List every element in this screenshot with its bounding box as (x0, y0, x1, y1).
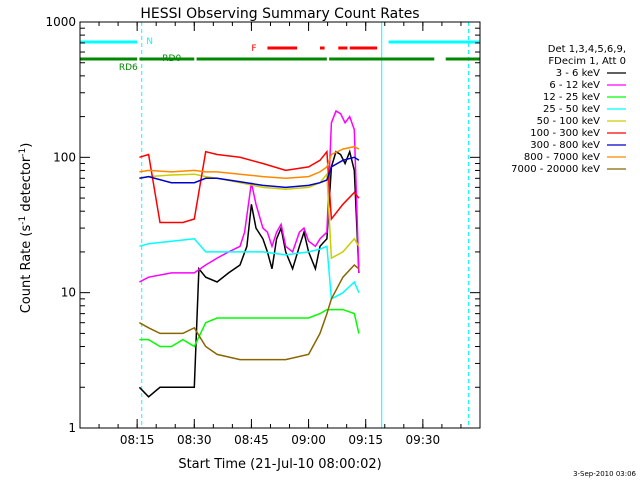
flag-label-rd0: RD0 (162, 54, 181, 64)
legend-label-7: 800 - 7000 keV (524, 152, 600, 163)
x-tick-label-4: 09:15 (348, 433, 383, 447)
x-axis-label: Start Time (21-Jul-10 08:00:02) (178, 457, 381, 472)
footer-date: 3-Sep-2010 03:06 (573, 470, 636, 478)
flag-label-rd6: RD6 (119, 63, 138, 73)
y-tick-label-2: 100 (53, 150, 76, 164)
legend-header-0: Det 1,3,4,5,6,9, (548, 44, 626, 55)
chart-title: HESSI Observing Summary Count Rates (140, 6, 419, 22)
legend-label-2: 12 - 25 keV (543, 92, 600, 103)
y-tick-label-3: 1000 (45, 15, 76, 29)
x-tick-label-2: 08:45 (234, 433, 269, 447)
series-line-4 (139, 172, 360, 260)
legend-label-8: 7000 - 20000 keV (511, 164, 600, 175)
x-tick-label-0: 08:15 (120, 433, 155, 447)
y-axis-label-end: ) (19, 143, 34, 148)
series-line-1 (139, 109, 360, 283)
legend-label-6: 300 - 800 keV (530, 140, 600, 151)
flag-label-n: N (146, 37, 153, 47)
legend-label-1: 6 - 12 keV (549, 80, 600, 91)
legend-label-0: 3 - 6 keV (556, 68, 600, 79)
flag-label-f: F (251, 44, 256, 54)
y-axis-label-main: Count Rate (s (19, 225, 34, 314)
plot-frame (79, 21, 481, 429)
y-axis-label-sup2: -1 (18, 148, 28, 157)
legend-label-3: 25 - 50 keV (543, 104, 600, 115)
series-line-3 (139, 238, 360, 301)
series-line-8 (139, 263, 360, 361)
axes: 1 10 100 1000 08:15 08:30 08:45 09:00 09:15 09:30 (45, 15, 481, 447)
legend: Det 1,3,4,5,6,9,FDecim 1, Att 03 - 6 keV… (511, 44, 626, 175)
legend-header-1: FDecim 1, Att 0 (548, 56, 626, 67)
series-line-6 (139, 156, 360, 189)
x-tick-label-3: 09:00 (291, 433, 326, 447)
y-tick-label-1: 10 (61, 286, 76, 300)
legend-label-5: 100 - 300 keV (530, 128, 600, 139)
series-line-7 (139, 145, 360, 180)
y-axis-label-mid: detector (19, 156, 34, 216)
plot-area: N F RD0 RD6 (79, 22, 480, 428)
x-tick-label-1: 08:30 (177, 433, 212, 447)
series-line-2 (139, 308, 360, 348)
y-axis-label: Count Rate (s-1 detector-1) (18, 143, 34, 314)
x-tick-label-5: 09:30 (406, 433, 441, 447)
y-tick-label-0: 1 (68, 421, 76, 435)
series-line-5 (139, 149, 360, 224)
y-axis-label-sup1: -1 (18, 216, 28, 225)
legend-label-4: 50 - 100 keV (537, 116, 601, 127)
